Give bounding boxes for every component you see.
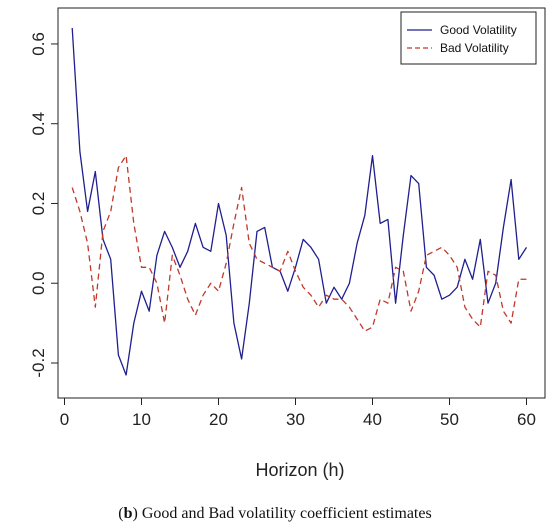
x-tick-label: 0 — [60, 410, 69, 429]
y-tick-label: -0.2 — [29, 348, 48, 377]
x-tick-label: 10 — [132, 410, 151, 429]
x-tick-label: 60 — [517, 410, 536, 429]
x-tick-label: 20 — [209, 410, 228, 429]
caption-paren-open: ( — [118, 505, 124, 522]
y-tick-label: 0.4 — [29, 112, 48, 136]
x-axis-title: Horizon (h) — [255, 460, 344, 480]
x-tick-label: 40 — [363, 410, 382, 429]
figure-caption: (b) Good and Bad volatility coefficient … — [0, 505, 550, 523]
caption-text: Good and Bad volatility coefficient esti… — [137, 505, 432, 522]
legend-label-bad-volatility: Bad Volatility — [440, 41, 509, 55]
caption-paren-close: ) — [132, 505, 138, 522]
series-line-good-volatility — [71, 27, 528, 376]
caption-tag: b — [123, 505, 133, 522]
y-tick-label: 0.6 — [29, 32, 48, 56]
x-tick-label: 50 — [440, 410, 459, 429]
legend-label-good-volatility: Good Volatility — [440, 23, 517, 37]
y-tick-label: 0.2 — [29, 192, 48, 216]
series-line-bad-volatility — [71, 154, 527, 332]
legend-box — [400, 11, 537, 65]
legend: Good Volatility Bad Volatility — [400, 11, 537, 65]
y-tick-label: 0.0 — [29, 271, 48, 295]
chart-svg: 0 10 20 30 40 50 60 -0.2 0.0 0.2 0.4 0.6 Horizon (h… — [29, 7, 546, 480]
x-tick-label: 30 — [286, 410, 305, 429]
